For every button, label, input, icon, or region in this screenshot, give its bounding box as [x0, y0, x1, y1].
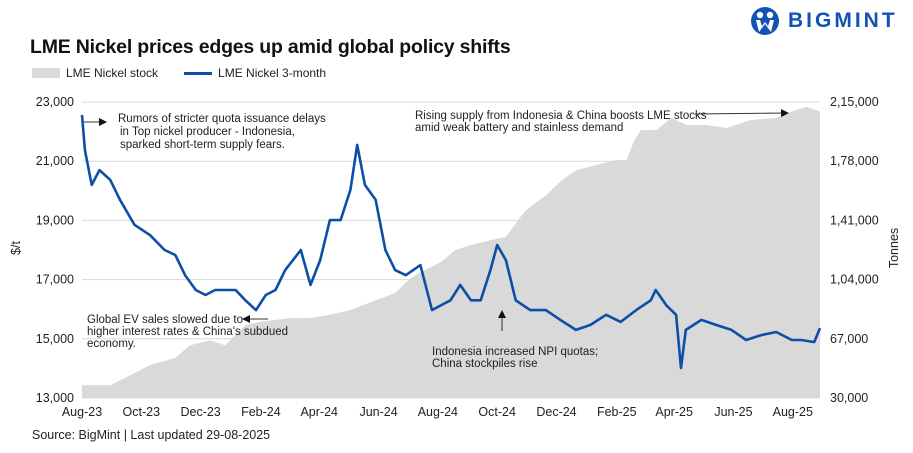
bigmint-logo: BIGMINT — [750, 6, 898, 36]
annotation-line: Global EV sales slowed due to — [87, 314, 243, 326]
x-tick-label: Apr-25 — [655, 405, 693, 419]
y-left-tick-label: 21,000 — [36, 154, 74, 168]
legend-label-stock: LME Nickel stock — [66, 66, 159, 80]
legend-label-price: LME Nickel 3-month — [218, 66, 327, 80]
x-tick-label: Dec-24 — [536, 405, 576, 419]
annotation-line: sparked short-term supply fears. — [120, 139, 285, 151]
annotation-ev-sales: Global EV sales slowed due to higher int… — [87, 314, 291, 350]
annotation-line: Indonesia increased NPI quotas; — [432, 346, 598, 358]
annotation-line: economy. — [87, 338, 136, 350]
stock-area — [82, 106, 820, 399]
annotation-line: China stockpiles rise — [432, 358, 537, 370]
y-left-tick-label: 19,000 — [36, 213, 74, 227]
annotation-npi-quotas: Indonesia increased NPI quotas; China st… — [432, 346, 601, 370]
y-right-tick-label: 30,000 — [830, 391, 868, 405]
y-left-tick-label: 23,000 — [36, 95, 74, 109]
annotation-line: in Top nickel producer - Indonesia, — [120, 126, 295, 138]
x-tick-label: Feb-24 — [241, 405, 281, 419]
y-left-tick-label: 13,000 — [36, 391, 74, 405]
y-left-tick-label: 17,000 — [36, 273, 74, 287]
y-right-tick-label: 1,78,000 — [830, 154, 879, 168]
x-tick-label: Apr-24 — [300, 405, 338, 419]
annotation-line: Rising supply from Indonesia & China boo… — [415, 110, 707, 122]
annotation-line: amid weak battery and stainless demand — [415, 122, 623, 134]
source-note: Source: BigMint | Last updated 29-08-202… — [32, 428, 271, 442]
legend: LME Nickel stock LME Nickel 3-month — [32, 66, 326, 80]
x-tick-label: Jun-25 — [714, 405, 752, 419]
annotation-quota-rumors: Rumors of stricter quota issuance delays… — [118, 113, 329, 151]
y-right-tick-label: 67,000 — [830, 332, 868, 346]
chart-title: LME Nickel prices edges up amid global p… — [30, 36, 511, 58]
y-right-tick-label: 1,04,000 — [830, 273, 879, 287]
annotation-line: Rumors of stricter quota issuance delays — [118, 113, 326, 125]
x-tick-label: Oct-24 — [478, 405, 516, 419]
y-left-axis-label: $/t — [9, 241, 23, 255]
y-left-tick-label: 15,000 — [36, 332, 74, 346]
legend-swatch-price — [184, 71, 213, 75]
x-tick-label: Aug-24 — [418, 405, 458, 419]
y-right-tick-label: 2,15,000 — [830, 95, 879, 109]
logo-icon — [751, 7, 779, 35]
x-tick-label: Jun-24 — [359, 405, 397, 419]
y-right-tick-label: 1,41,000 — [830, 213, 879, 227]
x-tick-label: Oct-23 — [123, 405, 161, 419]
x-tick-label: Aug-25 — [773, 405, 813, 419]
legend-swatch-stock — [32, 68, 60, 78]
y-right-axis-label: Tonnes — [887, 228, 901, 268]
annotation-line: higher interest rates & China's subdued — [87, 326, 288, 338]
annotation-arrow-supply — [694, 109, 789, 118]
x-tick-label: Dec-23 — [180, 405, 220, 419]
x-tick-label: Feb-25 — [597, 405, 637, 419]
annotation-rising-supply: Rising supply from Indonesia & China boo… — [415, 110, 710, 134]
logo-text: BIGMINT — [788, 9, 898, 32]
x-tick-label: Aug-23 — [62, 405, 102, 419]
